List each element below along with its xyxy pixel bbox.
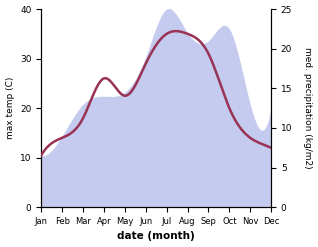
X-axis label: date (month): date (month) xyxy=(117,231,195,242)
Y-axis label: med. precipitation (kg/m2): med. precipitation (kg/m2) xyxy=(303,47,313,169)
Y-axis label: max temp (C): max temp (C) xyxy=(5,77,15,139)
